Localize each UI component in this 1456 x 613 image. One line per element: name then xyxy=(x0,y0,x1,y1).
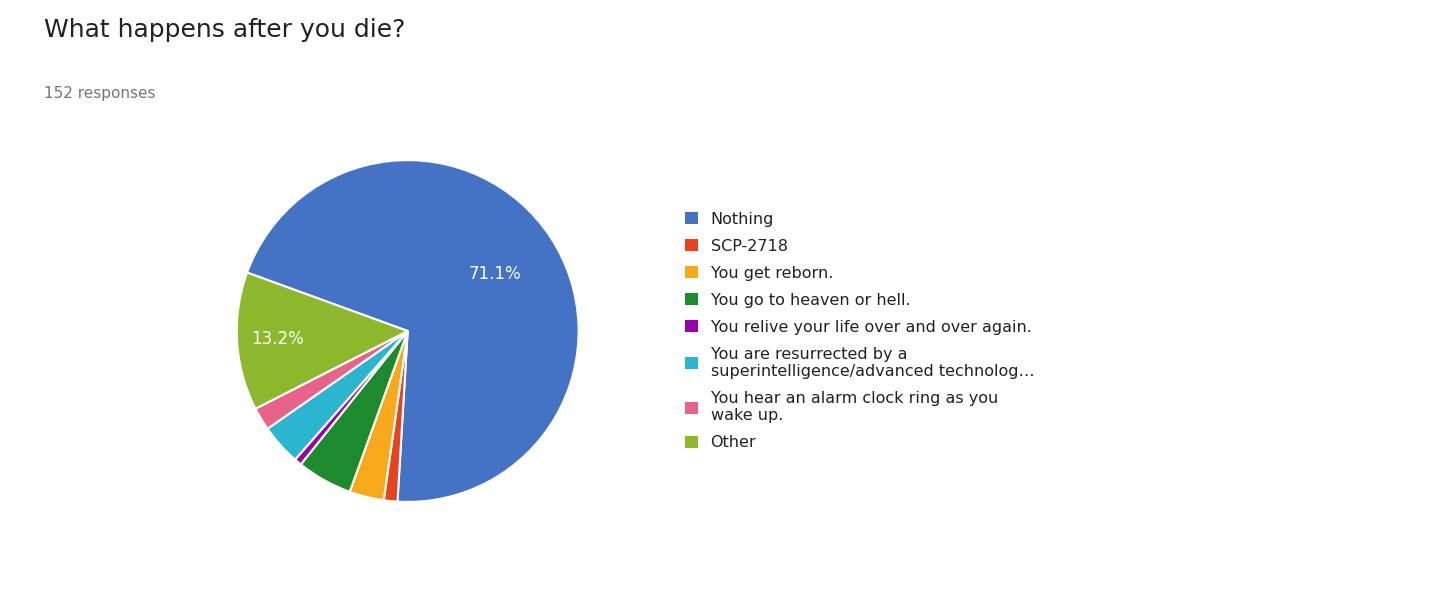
Text: 71.1%: 71.1% xyxy=(469,265,521,283)
Wedge shape xyxy=(384,331,408,501)
Wedge shape xyxy=(296,331,408,465)
Text: What happens after you die?: What happens after you die? xyxy=(44,18,405,42)
Wedge shape xyxy=(237,273,408,409)
Text: 152 responses: 152 responses xyxy=(44,86,156,101)
Wedge shape xyxy=(255,331,408,428)
Legend: Nothing, SCP-2718, You get reborn., You go to heaven or hell., You relive your l: Nothing, SCP-2718, You get reborn., You … xyxy=(677,204,1042,459)
Wedge shape xyxy=(301,331,408,492)
Text: 13.2%: 13.2% xyxy=(250,330,304,348)
Wedge shape xyxy=(248,160,578,502)
Wedge shape xyxy=(268,331,408,460)
Wedge shape xyxy=(349,331,408,500)
